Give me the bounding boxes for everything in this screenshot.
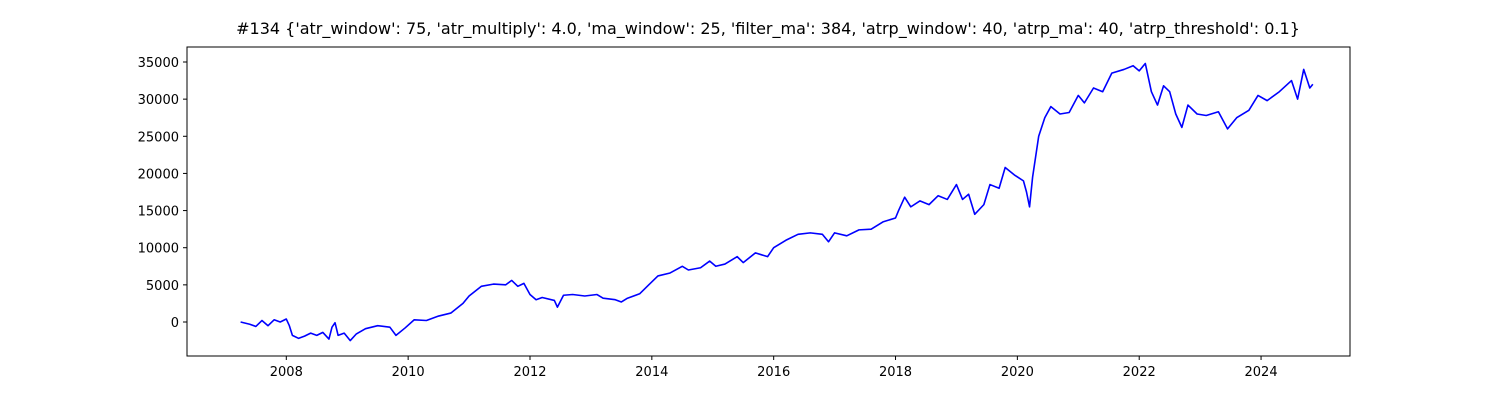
y-tick-label: 35000	[138, 56, 179, 71]
line	[240, 62, 1314, 342]
y-tick-label: 20000	[138, 167, 179, 182]
x-tick-label: 2022	[1123, 365, 1156, 380]
x-tick-label: 2018	[879, 365, 912, 380]
x-tick-label: 2012	[513, 365, 546, 380]
y-tick-label: 5000	[146, 279, 179, 294]
x-tick-label: 2020	[1001, 365, 1034, 380]
x-tick-label: 2008	[270, 365, 303, 380]
x-tick-label: 2016	[757, 365, 790, 380]
x-tick-label: 2024	[1245, 365, 1278, 380]
y-tick-label: 0	[171, 316, 179, 331]
x-tick-label: 2010	[392, 365, 425, 380]
y-tick-label: 30000	[138, 93, 179, 108]
y-tick-label: 10000	[138, 242, 179, 257]
y-tick-label: 25000	[138, 130, 179, 145]
y-tick-label: 15000	[138, 205, 179, 220]
chart-title: #134 {'atr_window': 75, 'atr_multiply': …	[236, 19, 1300, 39]
x-tick-label: 2014	[635, 365, 668, 380]
plot-frame	[186, 46, 1351, 357]
